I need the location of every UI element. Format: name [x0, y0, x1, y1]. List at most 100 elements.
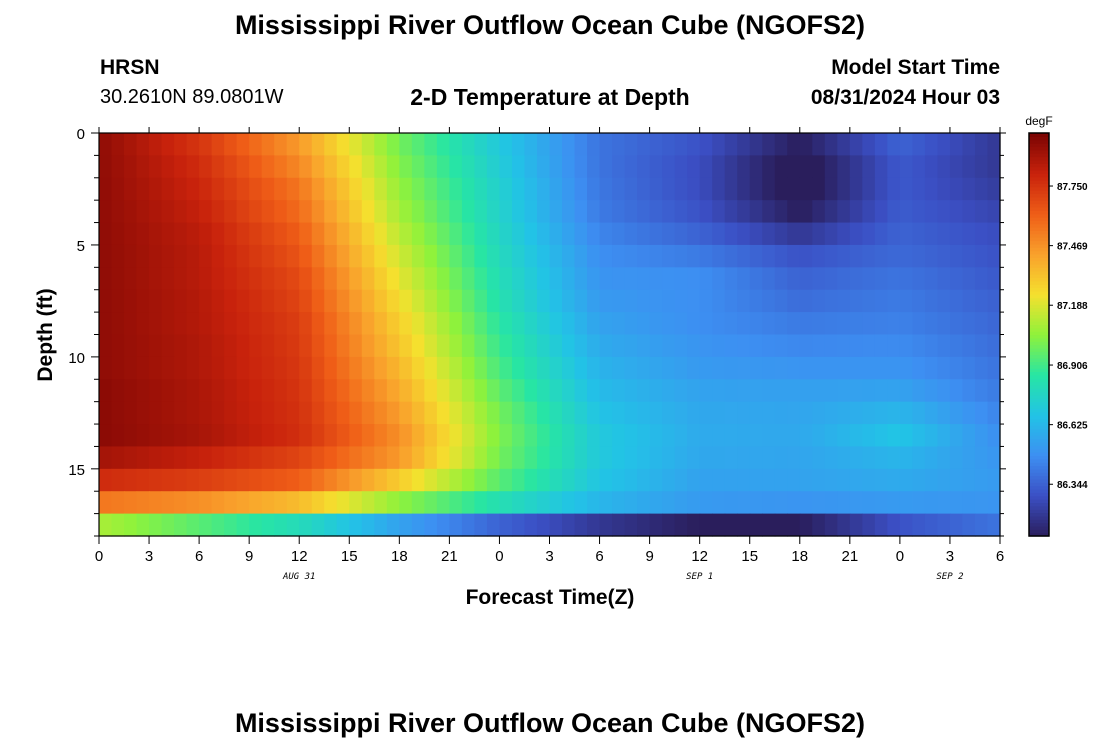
heatmap-cell: [186, 334, 200, 358]
heatmap-cell: [349, 379, 363, 403]
heatmap-cell: [136, 491, 150, 515]
heatmap-cell: [361, 334, 375, 358]
colorbar-band: [1029, 274, 1049, 279]
heatmap-cell: [587, 200, 601, 224]
heatmap-cell: [136, 356, 150, 380]
heatmap-cell: [887, 133, 901, 156]
heatmap-cell: [424, 267, 438, 291]
heatmap-cell: [499, 200, 513, 224]
heatmap-cell: [949, 356, 964, 380]
heatmap-cell: [649, 379, 663, 403]
heatmap-cell: [511, 513, 526, 537]
heatmap-cell: [799, 424, 813, 448]
heatmap-cell: [224, 289, 238, 313]
colorbar-band: [1029, 425, 1049, 430]
heatmap-cell: [837, 244, 851, 268]
colorbar-tick-label: 86.625: [1057, 421, 1088, 432]
heatmap-cell: [99, 513, 113, 537]
heatmap-cell: [324, 267, 338, 291]
heatmap-cell: [649, 155, 663, 179]
heatmap-cell: [536, 491, 551, 515]
colorbar-band: [1029, 300, 1049, 305]
heatmap-cell: [662, 468, 676, 492]
colorbar-band: [1029, 136, 1049, 141]
heatmap-cell: [924, 334, 939, 358]
heatmap-cell: [837, 155, 851, 179]
heatmap-cell: [674, 513, 688, 537]
heatmap-cell: [361, 155, 375, 179]
heatmap-cell: [274, 244, 288, 268]
heatmap-cell: [311, 222, 325, 246]
heatmap-cell: [649, 401, 663, 425]
heatmap-cell: [737, 446, 751, 470]
heatmap-cell: [812, 267, 826, 291]
heatmap-cell: [762, 468, 776, 492]
heatmap-cell: [699, 267, 713, 291]
heatmap-cell: [374, 312, 388, 336]
heatmap-cell: [974, 200, 989, 224]
heatmap-cell: [787, 312, 801, 336]
heatmap-cell: [461, 446, 476, 470]
heatmap-cell: [211, 133, 225, 156]
heatmap-cell: [824, 446, 838, 470]
heatmap-cell: [386, 267, 400, 291]
heatmap-cell: [862, 446, 876, 470]
heatmap-cell: [687, 446, 701, 470]
heatmap-cell: [599, 200, 613, 224]
heatmap-cell: [461, 267, 476, 291]
heatmap-cell: [762, 424, 776, 448]
heatmap-cell: [712, 244, 726, 268]
heatmap-cell: [174, 244, 188, 268]
colorbar-band: [1029, 203, 1049, 208]
heatmap-cell: [199, 289, 213, 313]
heatmap-cell: [862, 334, 876, 358]
heatmap-cell: [712, 379, 726, 403]
heatmap-cell: [261, 289, 275, 313]
colorbar-band: [1029, 331, 1049, 336]
heatmap-cell: [562, 379, 576, 403]
heatmap-cell: [637, 289, 651, 313]
heatmap-cell: [687, 334, 701, 358]
heatmap-cell: [274, 424, 288, 448]
heatmap-cell: [687, 177, 701, 201]
heatmap-cell: [724, 491, 738, 515]
heatmap-cell: [949, 133, 964, 156]
heatmap-cell: [199, 222, 213, 246]
colorbar-unit: degF: [1025, 114, 1052, 128]
heatmap-cell: [186, 312, 200, 336]
heatmap-cell: [549, 513, 563, 537]
heatmap-cell: [874, 155, 888, 179]
heatmap-cell: [737, 200, 751, 224]
heatmap-cell: [261, 312, 275, 336]
heatmap-cell: [574, 289, 588, 313]
heatmap-cell: [587, 513, 601, 537]
heatmap-cell: [249, 491, 263, 515]
heatmap-cell: [799, 491, 813, 515]
heatmap-cell: [699, 334, 713, 358]
colorbar-band: [1029, 146, 1049, 151]
heatmap-cell: [99, 133, 113, 156]
heatmap-cell: [949, 379, 964, 403]
heatmap-cell: [186, 222, 200, 246]
heatmap-cell: [386, 312, 400, 336]
heatmap-cell: [912, 513, 926, 537]
heatmap-cell: [712, 468, 726, 492]
heatmap-cell: [687, 513, 701, 537]
heatmap-cell: [411, 468, 425, 492]
heatmap-cell: [699, 177, 713, 201]
heatmap-cell: [924, 513, 939, 537]
heatmap-cell: [949, 222, 964, 246]
heatmap-cell: [336, 200, 350, 224]
heatmap-cell: [424, 334, 438, 358]
heatmap-cell: [787, 356, 801, 380]
heatmap-cell: [349, 267, 363, 291]
heatmap-cell: [774, 401, 788, 425]
heatmap-cell: [687, 267, 701, 291]
heatmap-cell: [549, 244, 563, 268]
heatmap-cell: [937, 468, 951, 492]
heatmap-cell: [699, 312, 713, 336]
heatmap-cell: [549, 267, 563, 291]
footer-title: Mississippi River Outflow Ocean Cube (NG…: [234, 708, 866, 738]
heatmap-cell: [612, 491, 626, 515]
heatmap-cell: [812, 200, 826, 224]
